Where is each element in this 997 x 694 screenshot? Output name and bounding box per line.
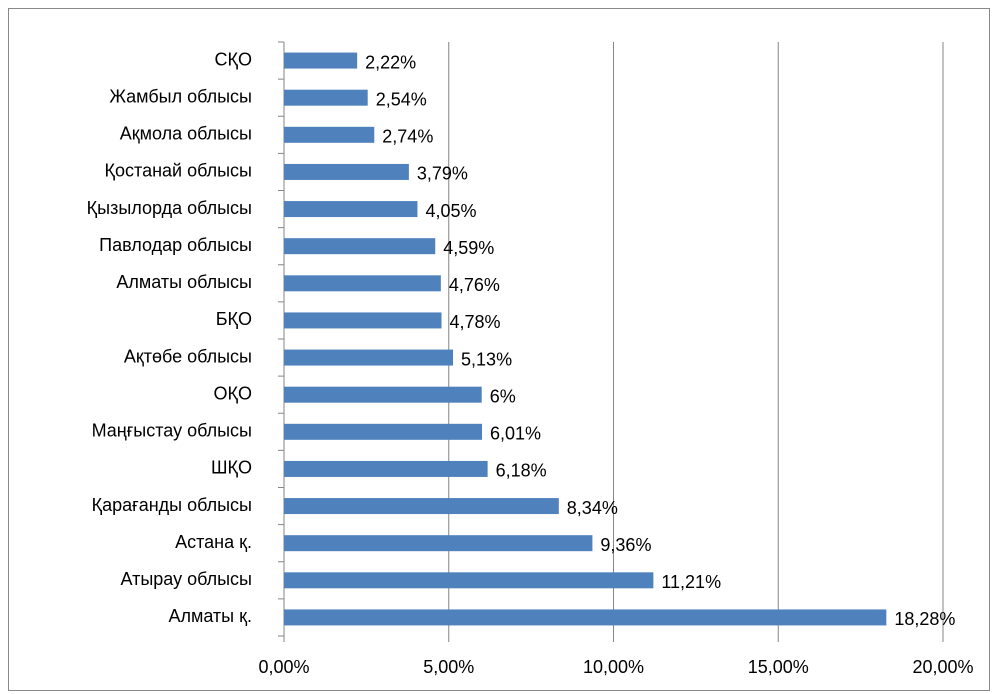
y-tick-label: СҚО <box>215 49 253 69</box>
data-label: 6,18% <box>496 461 547 481</box>
bar <box>284 535 593 552</box>
bar <box>284 126 375 143</box>
y-tick-label: Алматы қ. <box>168 606 252 626</box>
bar <box>284 572 654 589</box>
bar <box>284 52 358 69</box>
x-tick-label: 10,00% <box>583 657 644 677</box>
bar <box>284 386 482 403</box>
x-tick-label: 20,00% <box>912 657 973 677</box>
y-tick-label: Атырау облысы <box>120 569 252 589</box>
y-tick-label: Ақтөбе облысы <box>124 346 252 366</box>
y-tick-label: ШҚО <box>211 458 252 478</box>
y-tick-label: Алматы облысы <box>116 272 252 292</box>
bar <box>284 609 887 626</box>
bar <box>284 89 368 106</box>
y-tick-label: БҚО <box>216 309 252 329</box>
y-tick-label: Маңғыстау облысы <box>92 421 252 441</box>
x-tick-label: 5,00% <box>423 657 474 677</box>
x-tick-label: 15,00% <box>748 657 809 677</box>
data-label: 4,78% <box>450 312 501 332</box>
data-label: 4,05% <box>425 201 476 221</box>
data-label: 6% <box>490 386 516 406</box>
data-label: 2,54% <box>376 89 427 109</box>
y-tick-label: Ақмола облысы <box>120 124 252 144</box>
y-tick-label: Қызылорда облысы <box>87 198 252 218</box>
bar <box>284 423 483 440</box>
bar <box>284 349 454 366</box>
bar <box>284 275 441 292</box>
bar <box>284 201 418 218</box>
y-tick-label: Жамбыл облысы <box>109 86 252 106</box>
x-tick-label: 0,00% <box>258 657 309 677</box>
data-label: 2,22% <box>365 52 416 72</box>
y-tick-label: Астана қ. <box>175 532 252 552</box>
bar <box>284 238 436 255</box>
bar <box>284 498 559 515</box>
bar <box>284 460 488 477</box>
y-tick-label: ОҚО <box>214 383 253 403</box>
data-label: 9,36% <box>600 535 651 555</box>
data-label: 5,13% <box>461 349 512 369</box>
y-tick-label: Қарағанды облысы <box>92 495 252 515</box>
data-label: 3,79% <box>417 164 468 184</box>
data-label: 2,74% <box>382 127 433 147</box>
y-tick-label: Павлодар облысы <box>99 235 252 255</box>
data-label: 6,01% <box>490 424 541 444</box>
data-label: 8,34% <box>567 498 618 518</box>
data-label: 18,28% <box>894 609 955 629</box>
y-tick-label: Қостанай облысы <box>105 161 252 181</box>
data-label: 4,59% <box>443 238 494 258</box>
data-label: 11,21% <box>661 572 721 592</box>
data-label: 4,76% <box>449 275 500 295</box>
bar <box>284 312 442 329</box>
bar <box>284 163 409 180</box>
